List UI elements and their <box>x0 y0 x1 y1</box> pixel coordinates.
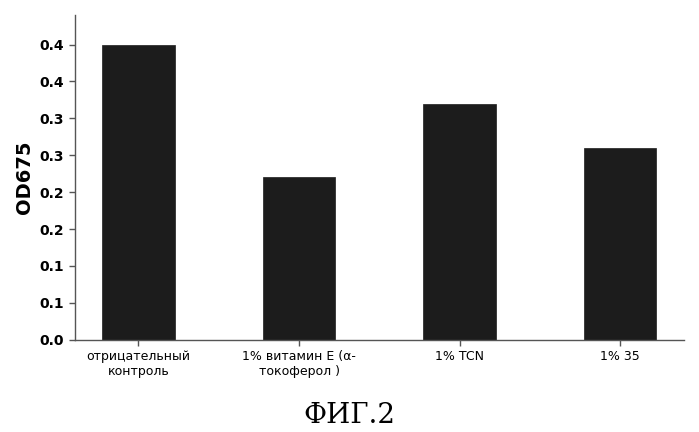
Bar <box>263 178 335 340</box>
Bar <box>424 104 496 340</box>
Y-axis label: OD675: OD675 <box>15 140 34 214</box>
Text: ФИГ.2: ФИГ.2 <box>303 402 396 429</box>
Bar <box>584 148 656 340</box>
Bar <box>102 44 175 340</box>
